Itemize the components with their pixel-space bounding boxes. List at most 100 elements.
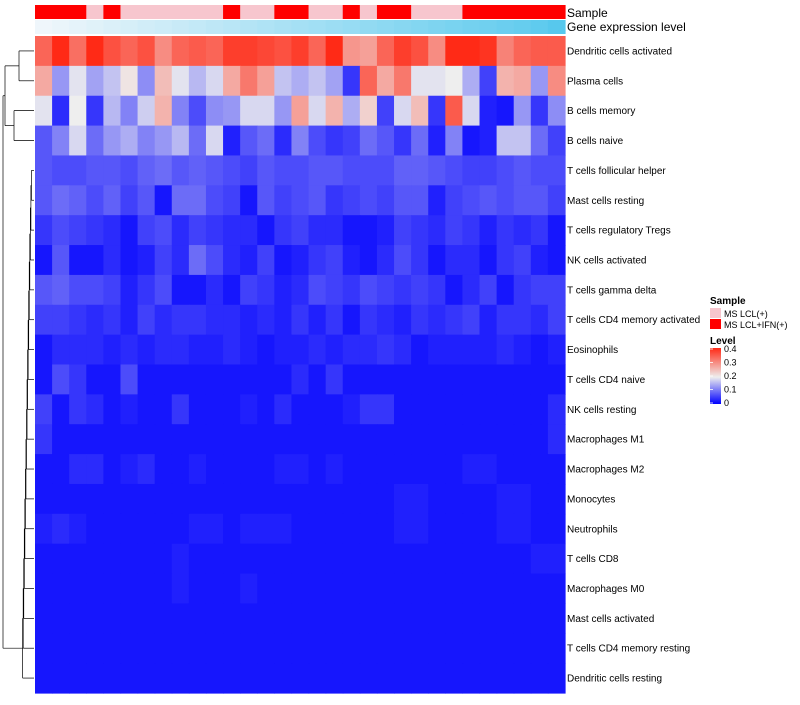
level-tick-label: 0 xyxy=(724,398,729,408)
heatmap-cell xyxy=(359,663,378,694)
heatmap-cell xyxy=(154,603,173,634)
heatmap-cell xyxy=(257,633,275,664)
heatmap-cell xyxy=(513,185,532,216)
heatmap-cell xyxy=(291,36,310,67)
heatmap-cell xyxy=(359,483,378,515)
heatmap-cell xyxy=(342,483,361,515)
heatmap-cell xyxy=(445,394,464,425)
heatmap-cell xyxy=(35,334,53,366)
heatmap-cell xyxy=(308,394,327,425)
heatmap-cell xyxy=(479,245,498,276)
sample-anno-cell xyxy=(547,5,566,19)
heatmap-cell xyxy=(52,304,70,336)
heatmap-cell xyxy=(479,274,498,306)
heatmap-cell xyxy=(513,483,532,515)
heatmap-cell xyxy=(376,155,395,186)
heatmap-cell xyxy=(479,424,498,455)
heatmap-cell xyxy=(171,633,190,664)
heatmap-cell xyxy=(137,304,156,336)
sample-anno-cell xyxy=(103,5,122,19)
heatmap-cell xyxy=(86,125,104,157)
heatmap-cell xyxy=(52,394,70,425)
heatmap-cell xyxy=(513,274,532,306)
heatmap-cell xyxy=(496,304,515,336)
heatmap-cell xyxy=(35,125,53,157)
heatmap-cell xyxy=(240,603,258,634)
heatmap-cell xyxy=(496,483,515,515)
heatmap-cell xyxy=(257,65,275,97)
heatmap-cell xyxy=(291,65,310,97)
heatmap-cell xyxy=(223,573,241,605)
heatmap-cell xyxy=(137,424,156,455)
heatmap-cell xyxy=(103,215,122,246)
heatmap-cell xyxy=(411,454,429,485)
heatmap-cell xyxy=(342,95,361,127)
heatmap-cell xyxy=(52,155,70,186)
heatmap-cell xyxy=(291,603,310,634)
heatmap-cell xyxy=(325,454,344,485)
heatmap-cell xyxy=(376,125,395,157)
heatmap-cell xyxy=(86,185,104,216)
heatmap-cell xyxy=(547,36,566,67)
heatmap-cell xyxy=(513,245,532,276)
heatmap-cell xyxy=(257,245,275,276)
heatmap-cell xyxy=(154,543,173,575)
heatmap-cell xyxy=(479,185,498,216)
heatmap-cell xyxy=(188,424,207,455)
heatmap-cell xyxy=(86,394,104,425)
heatmap-cell xyxy=(308,65,327,97)
heatmap-cell xyxy=(359,274,378,306)
sample-anno-cell xyxy=(376,5,395,19)
heatmap-cell xyxy=(342,543,361,575)
heatmap-cell xyxy=(274,125,293,157)
heatmap-cell xyxy=(530,424,549,455)
heatmap-cell xyxy=(205,215,224,246)
heatmap-cell xyxy=(496,185,515,216)
row-labels: Dendritic cells activated Plasma cells B c… xyxy=(567,46,700,684)
heatmap-cell xyxy=(291,513,310,545)
heatmap-cell xyxy=(205,364,224,395)
heatmap-cell xyxy=(35,185,53,216)
expression-anno-cell xyxy=(154,20,173,34)
heatmap-cell xyxy=(325,65,344,97)
heatmap-cell xyxy=(86,483,104,515)
heatmap-cell xyxy=(325,304,344,336)
heatmap-cell xyxy=(394,364,412,395)
heatmap-cell xyxy=(205,424,224,455)
heatmap-cell xyxy=(103,36,122,67)
sample-anno-cell xyxy=(325,5,344,19)
sample-anno-cell xyxy=(69,5,87,19)
heatmap-cell xyxy=(291,454,310,485)
heatmap-cell xyxy=(445,573,464,605)
heatmap-cell xyxy=(137,245,156,276)
heatmap-cell xyxy=(462,663,481,694)
heatmap-cell xyxy=(120,573,139,605)
heatmap-cell xyxy=(205,185,224,216)
heatmap-cell xyxy=(308,36,327,67)
heatmap-cell xyxy=(274,215,293,246)
sample-annotation-bar xyxy=(35,5,566,19)
heatmap-cell xyxy=(274,274,293,306)
heatmap-cell xyxy=(223,125,241,157)
heatmap-cell xyxy=(257,454,275,485)
heatmap-cell xyxy=(137,125,156,157)
heatmap-cell xyxy=(171,513,190,545)
heatmap-cell xyxy=(120,633,139,664)
heatmap-cell xyxy=(103,65,122,97)
heatmap-cell xyxy=(411,245,429,276)
heatmap-cell xyxy=(530,155,549,186)
heatmap-cell xyxy=(462,155,481,186)
heatmap-cell xyxy=(205,304,224,336)
heatmap-cell xyxy=(205,65,224,97)
heatmap-cell xyxy=(291,364,310,395)
heatmap-cell xyxy=(325,95,344,127)
heatmap-cell xyxy=(428,95,446,127)
heatmap-cell xyxy=(69,633,87,664)
heatmap-cell xyxy=(120,603,139,634)
sample-anno-cell xyxy=(496,5,515,19)
heatmap-cell xyxy=(103,304,122,336)
heatmap-cell xyxy=(257,334,275,366)
row-label: Plasma cells xyxy=(567,76,623,87)
heatmap-cell xyxy=(530,274,549,306)
sample-anno-cell xyxy=(462,5,481,19)
